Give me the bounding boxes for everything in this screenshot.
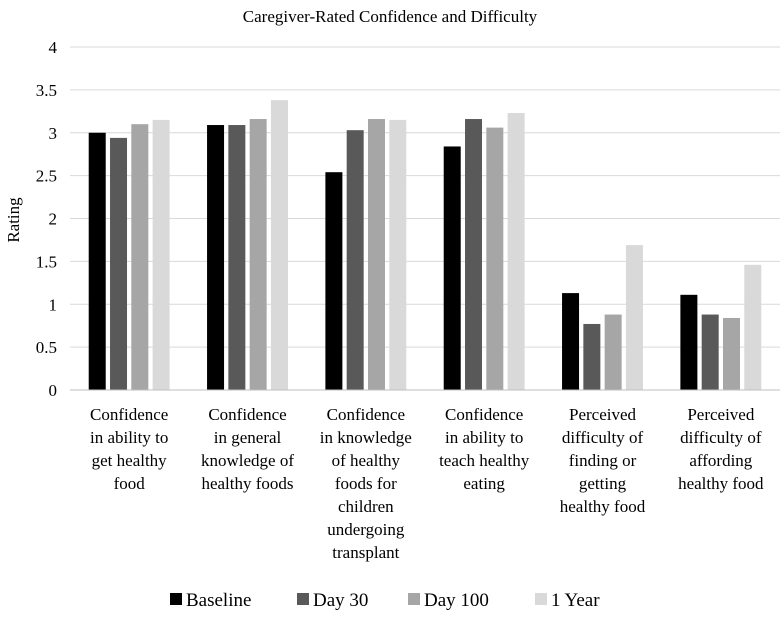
bar-1-year [152, 119, 170, 390]
x-category-line: finding or [569, 451, 637, 470]
bar-baseline [443, 146, 461, 390]
bar-day-100 [249, 119, 267, 390]
bars [88, 100, 762, 391]
bar-day-100 [486, 127, 504, 390]
legend-label: 1 Year [551, 590, 600, 611]
x-category-line: in ability to [90, 428, 168, 447]
x-category-label: Confidence in knowledge of healthy foods fo… [320, 405, 412, 562]
y-tick-label: 0.5 [36, 338, 57, 357]
x-category-line: of healthy [332, 451, 401, 470]
x-category-line: healthy foods [201, 474, 293, 493]
x-category-line: affording [689, 451, 752, 470]
x-category-line: Perceived [687, 405, 755, 424]
y-tick-label: 2 [49, 210, 58, 229]
legend-label: Day 30 [313, 590, 368, 611]
y-tick-label: 0 [49, 381, 58, 400]
bar-day-30 [228, 125, 246, 390]
x-category-line: Confidence [327, 405, 405, 424]
legend-label: Day 100 [424, 590, 489, 611]
bar-day-30 [583, 323, 601, 390]
legend-swatch [408, 593, 420, 605]
x-axis-categories: Confidence in ability to get healthy foodCo… [90, 405, 764, 562]
x-category-line: teach healthy [439, 451, 530, 470]
x-category-line: children [338, 497, 394, 516]
gridlines [70, 46, 780, 348]
y-tick-label: 3.5 [36, 81, 57, 100]
x-category-line: Confidence [208, 405, 286, 424]
legend-swatch [170, 593, 182, 605]
y-tick-label: 1.5 [36, 252, 57, 271]
bar-1-year [507, 113, 525, 390]
x-category-label: Confidence in general knowledge of healthy … [201, 405, 294, 493]
bar-1-year [744, 264, 762, 390]
x-category-line: undergoing [327, 520, 405, 539]
x-category-line: healthy food [560, 497, 646, 516]
x-category-line: transplant [332, 543, 399, 562]
x-category-line: eating [463, 474, 505, 493]
bar-baseline [325, 172, 343, 390]
x-category-line: in knowledge [320, 428, 412, 447]
bar-day-30 [701, 314, 719, 390]
legend-swatch [535, 593, 547, 605]
bar-baseline [680, 294, 698, 390]
y-tick-label: 3 [49, 124, 58, 143]
x-category-line: knowledge of [201, 451, 294, 470]
x-category-line: getting [579, 474, 627, 493]
bar-baseline [207, 125, 225, 390]
x-category-line: difficulty of [680, 428, 762, 447]
y-tick-label: 1 [49, 295, 58, 314]
x-category-line: in general [214, 428, 282, 447]
y-axis-ticks: 0 0.5 1 1.5 2 2.5 3 3.5 4 [36, 38, 58, 400]
bar-1-year [625, 245, 643, 390]
bar-day-30 [465, 119, 483, 390]
x-category-label: Confidence in ability to get healthy food [90, 405, 168, 493]
bar-baseline [88, 132, 106, 390]
bar-day-30 [346, 130, 364, 391]
y-tick-label: 4 [49, 38, 58, 57]
bar-baseline [562, 293, 580, 390]
bar-day-100 [367, 119, 385, 390]
legend-label: Baseline [186, 590, 251, 611]
x-category-line: Confidence [90, 405, 168, 424]
x-category-line: foods for [335, 474, 397, 493]
chart-title: Caregiver-Rated Confidence and Difficult… [243, 7, 538, 26]
x-category-label: Perceived difficulty of affording healthy f… [678, 405, 764, 493]
x-category-line: Perceived [569, 405, 637, 424]
x-category-label: Confidence in ability to teach healthy eati… [439, 405, 530, 493]
legend: Baseline Day 30 Day 100 1 Year [170, 590, 600, 611]
bar-day-100 [604, 314, 622, 390]
x-category-line: in ability to [445, 428, 523, 447]
bar-day-100 [722, 317, 740, 390]
x-category-label: Perceived difficulty of finding or getting h… [560, 405, 646, 516]
x-category-line: healthy food [678, 474, 764, 493]
x-category-line: get healthy [92, 451, 168, 470]
legend-swatch [297, 593, 309, 605]
bar-1-year [270, 100, 288, 390]
x-category-line: Confidence [445, 405, 523, 424]
x-category-line: difficulty of [562, 428, 644, 447]
bar-day-100 [131, 124, 149, 391]
bar-1-year [389, 119, 407, 390]
bar-day-30 [110, 137, 128, 390]
x-category-line: food [114, 474, 146, 493]
y-axis-label: Rating [4, 197, 23, 243]
y-tick-label: 2.5 [36, 167, 57, 186]
